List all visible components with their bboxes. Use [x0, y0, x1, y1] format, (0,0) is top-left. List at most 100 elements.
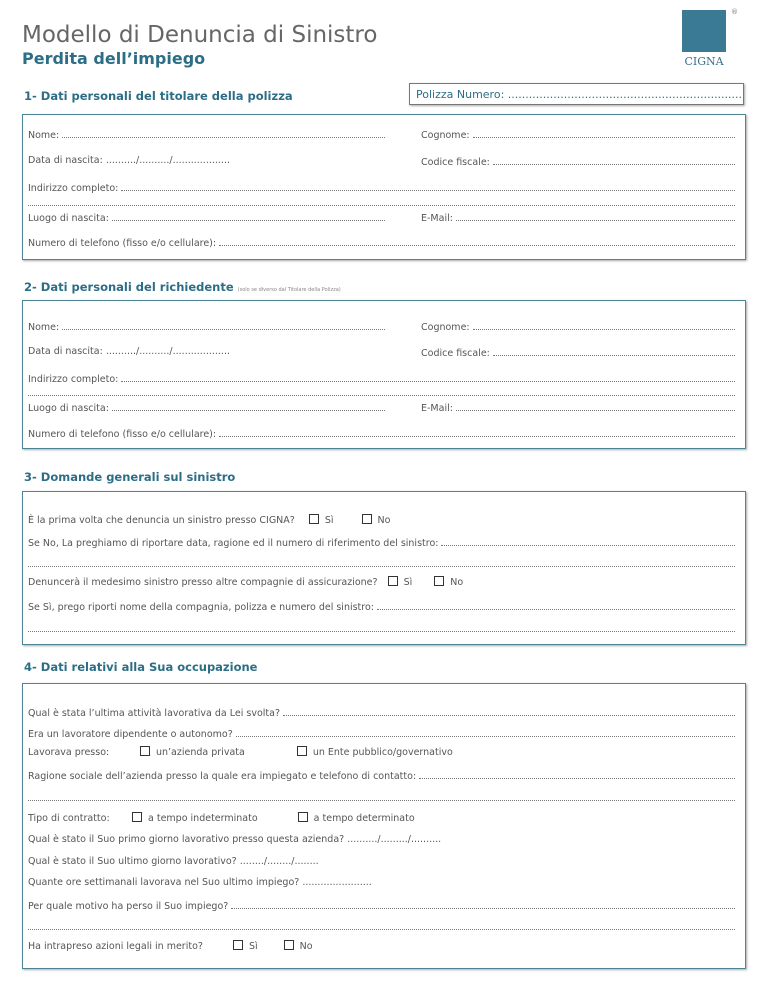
previous-claim-details-line2[interactable] — [28, 557, 735, 570]
section-2-box — [22, 300, 746, 449]
section-3-box — [22, 491, 746, 645]
legal-action-question: Ha intrapreso azioni legali in merito? Sì… — [28, 940, 313, 953]
private-company-option[interactable]: un’azienda privata — [140, 746, 245, 758]
label: Se No, La preghiamo di riportare data, r… — [28, 538, 439, 549]
section-1-title: 1- Dati personali del titolare della pol… — [24, 89, 293, 103]
holder-email-field[interactable]: E-Mail: — [421, 211, 735, 224]
other-insurers-question: Denuncerà il medesimo sinistro presso al… — [28, 576, 463, 589]
registered-mark: ® — [731, 8, 738, 16]
checkbox[interactable] — [283, 940, 294, 950]
other-insurer-details-line2[interactable] — [28, 622, 735, 635]
checkbox[interactable] — [387, 576, 398, 586]
label: Qual è stato il Suo ultimo giorno lavora… — [28, 856, 319, 867]
policy-number-field[interactable]: Polizza Numero: ........................… — [409, 83, 744, 105]
applicant-name-field[interactable]: Nome: — [28, 320, 385, 333]
label: Quante ore settimanali lavorava nel Suo … — [28, 877, 372, 888]
section-2-title: 2- Dati personali del richiedente (solo s… — [24, 280, 341, 294]
legal-action-yes[interactable]: Sì — [233, 940, 258, 952]
last-workday-field[interactable]: Qual è stato il Suo ultimo giorno lavora… — [28, 856, 319, 869]
label: Ha intrapreso azioni legali in merito? — [28, 941, 203, 952]
previous-claim-details-field[interactable]: Se No, La preghiamo di riportare data, r… — [28, 536, 735, 549]
holder-birthplace-field[interactable]: Luogo di nascita: — [28, 211, 385, 224]
label: Tipo di contratto: — [28, 813, 110, 824]
label: Indirizzo completo: — [28, 183, 119, 194]
label: Nome: — [28, 130, 60, 141]
permanent-option[interactable]: a tempo indeterminato — [132, 812, 258, 824]
holder-surname-field[interactable]: Cognome: — [421, 128, 735, 141]
holder-address-line2[interactable] — [28, 196, 735, 209]
first-claim-no[interactable]: No — [361, 514, 390, 526]
label: Denuncerà il medesimo sinistro presso al… — [28, 577, 378, 588]
other-insurers-no[interactable]: No — [434, 576, 463, 588]
applicant-birthdate-field[interactable]: Data di nascita: ........../........../.… — [28, 346, 230, 359]
other-insurer-details-field[interactable]: Se Sì, prego riporti nome della compagni… — [28, 600, 735, 613]
label: E-Mail: — [421, 403, 453, 414]
applicant-birthplace-field[interactable]: Luogo di nascita: — [28, 401, 385, 414]
company-name-line2[interactable] — [28, 791, 735, 804]
holder-taxcode-field[interactable]: Codice fiscale: — [421, 155, 735, 168]
checkbox[interactable] — [296, 746, 307, 756]
contract-type-question: Tipo di contratto: a tempo indeterminato a… — [28, 812, 415, 825]
checkbox[interactable] — [434, 576, 445, 586]
logo-text: CIGNA — [684, 55, 724, 68]
label: Luogo di nascita: — [28, 403, 109, 414]
label: Ragione sociale dell’azienda presso la q… — [28, 771, 417, 782]
applicant-taxcode-field[interactable]: Codice fiscale: — [421, 346, 735, 359]
holder-birthdate-field[interactable]: Data di nascita: ........../........../.… — [28, 155, 230, 168]
page-title: Modello di Denuncia di Sinistro — [22, 22, 378, 48]
legal-action-no[interactable]: No — [283, 940, 313, 952]
label: Luogo di nascita: — [28, 213, 109, 224]
job-loss-reason-line2[interactable] — [28, 920, 735, 933]
holder-name-field[interactable]: Nome: — [28, 128, 385, 141]
label: Nome: — [28, 322, 60, 333]
last-job-field[interactable]: Qual è stata l’ultima attività lavorativ… — [28, 706, 735, 719]
label: Era un lavoratore dipendente o autonomo? — [28, 729, 233, 740]
label: Se Sì, prego riporti nome della compagni… — [28, 602, 374, 613]
weekly-hours-field[interactable]: Quante ore settimanali lavorava nel Suo … — [28, 877, 372, 890]
label: Codice fiscale: — [421, 157, 490, 168]
checkbox[interactable] — [132, 812, 142, 822]
first-workday-field[interactable]: Qual è stato il Suo primo giorno lavorat… — [28, 834, 441, 847]
applicant-address-field[interactable]: Indirizzo completo: — [28, 372, 735, 385]
employer-type-question: Lavorava presso: un’azienda privata un Ent… — [28, 746, 453, 759]
label: Lavorava presso: — [28, 747, 110, 758]
tree-icon — [682, 10, 726, 52]
label: Cognome: — [421, 130, 470, 141]
fixed-term-option[interactable]: a tempo determinato — [297, 812, 415, 824]
section-4-box — [22, 683, 746, 969]
label: Indirizzo completo: — [28, 374, 119, 385]
checkbox[interactable] — [297, 812, 308, 822]
job-loss-reason-field[interactable]: Per quale motivo ha perso il Suo impiego… — [28, 899, 735, 912]
holder-phone-field[interactable]: Numero di telefono (fisso e/o cellulare)… — [28, 236, 735, 249]
label: Numero di telefono (fisso e/o cellulare)… — [28, 429, 217, 440]
label: È la prima volta che denuncia un sinistr… — [28, 515, 295, 526]
checkbox[interactable] — [308, 514, 319, 524]
checkbox[interactable] — [361, 514, 372, 524]
label: Qual è stato il Suo primo giorno lavorat… — [28, 834, 442, 845]
label: Data di nascita: ........../........../.… — [28, 155, 230, 166]
applicant-surname-field[interactable]: Cognome: — [421, 320, 735, 333]
label: Codice fiscale: — [421, 348, 490, 359]
holder-address-field[interactable]: Indirizzo completo: — [28, 181, 735, 194]
cigna-logo: CIGNA — [679, 10, 729, 74]
section-2-title-text: 2- Dati personali del richiedente — [24, 280, 234, 294]
company-name-field[interactable]: Ragione sociale dell’azienda presso la q… — [28, 769, 735, 782]
public-entity-option[interactable]: un Ente pubblico/governativo — [296, 746, 453, 758]
first-claim-yes[interactable]: Sì — [308, 514, 334, 526]
other-insurers-yes[interactable]: Sì — [387, 576, 412, 588]
applicant-address-line2[interactable] — [28, 386, 735, 399]
section-3-title: 3- Domande generali sul sinistro — [24, 470, 236, 484]
first-claim-question: È la prima volta che denuncia un sinistr… — [28, 514, 390, 527]
label: Qual è stata l’ultima attività lavorativ… — [28, 708, 280, 719]
employment-type-field[interactable]: Era un lavoratore dipendente o autonomo? — [28, 727, 735, 740]
page-subtitle: Perdita dell’impiego — [22, 49, 206, 68]
label: E-Mail: — [421, 213, 453, 224]
section-4-title: 4- Dati relativi alla Sua occupazione — [24, 660, 258, 674]
checkbox[interactable] — [140, 746, 150, 756]
label: Cognome: — [421, 322, 470, 333]
applicant-phone-field[interactable]: Numero di telefono (fisso e/o cellulare)… — [28, 427, 735, 440]
checkbox[interactable] — [233, 940, 243, 950]
label: Data di nascita: ........../........../.… — [28, 346, 230, 357]
applicant-email-field[interactable]: E-Mail: — [421, 401, 735, 414]
